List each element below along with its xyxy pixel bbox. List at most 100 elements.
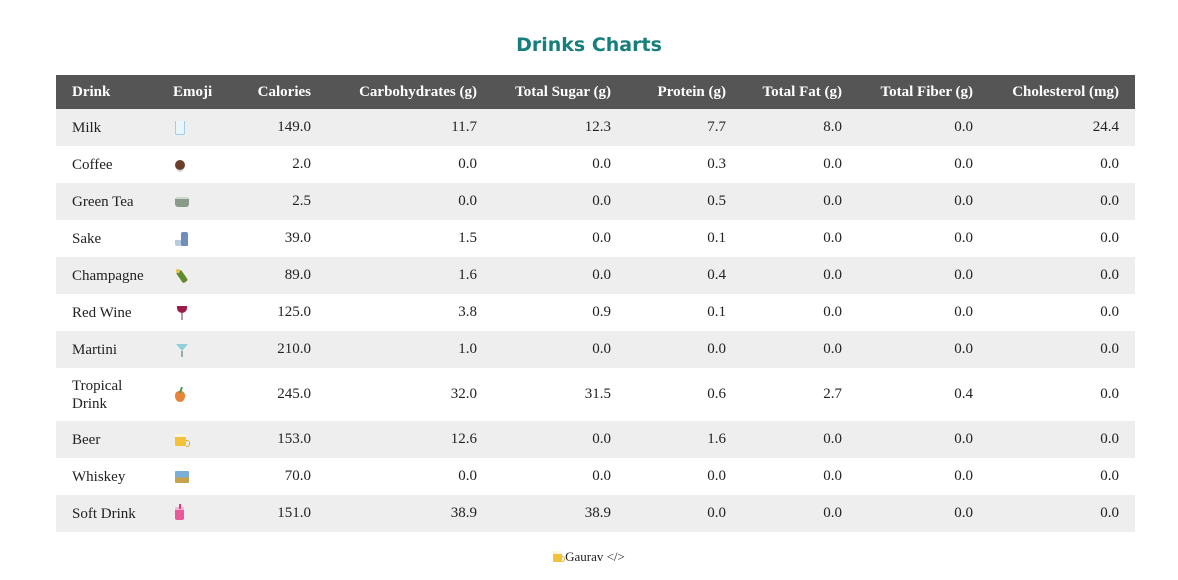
- protein-value: 0.0: [707, 468, 726, 484]
- total-fat-value: 0.0: [823, 468, 842, 484]
- total-sugar-value: 12.3: [584, 119, 611, 135]
- cholesterol-value: 0.0: [1100, 230, 1119, 246]
- drink-name: Green Tea: [72, 193, 134, 210]
- calories-value: 39.0: [284, 230, 311, 246]
- cholesterol-value: 0.0: [1100, 193, 1119, 209]
- header-total-fiber: Total Fiber (g): [880, 83, 974, 100]
- header-total-sugar: Total Sugar (g): [515, 83, 611, 100]
- total-sugar-value: 0.0: [592, 341, 611, 357]
- protein-value: 7.7: [707, 119, 726, 135]
- cholesterol-value: 0.0: [1100, 468, 1119, 484]
- drink-name: Coffee: [72, 156, 113, 173]
- total-fiber-value: 0.0: [954, 431, 973, 447]
- calories-value: 210.0: [277, 341, 311, 357]
- total-fiber-value: 0.4: [954, 386, 973, 402]
- total-sugar-value: 0.9: [592, 304, 611, 320]
- protein-value: 1.6: [707, 431, 726, 447]
- protein-value: 0.1: [707, 304, 726, 320]
- table-row: Tropical Drink 245.0 32.0 31.5 0.6 2.7 0…: [56, 368, 1135, 421]
- total-fiber-value: 0.0: [954, 156, 973, 172]
- drink-name: Martini: [72, 341, 117, 358]
- drink-name: Whiskey: [72, 468, 126, 485]
- total-fat-value: 0.0: [823, 156, 842, 172]
- wine-glass-icon: [175, 305, 189, 320]
- total-fiber-value: 0.0: [954, 119, 973, 135]
- carbohydrates-value: 1.6: [458, 267, 477, 283]
- total-fat-value: 0.0: [823, 267, 842, 283]
- drink-name: Tropical Drink: [72, 377, 123, 412]
- total-fat-value: 0.0: [823, 431, 842, 447]
- header-cholesterol: Cholesterol (mg): [1012, 83, 1119, 100]
- header-emoji: Emoji: [173, 83, 213, 100]
- sake-icon: [175, 231, 189, 246]
- drinks-table: Drink Emoji Calories Carbohydrates (g) T…: [56, 75, 1135, 532]
- table-header-row: Drink Emoji Calories Carbohydrates (g) T…: [56, 75, 1135, 109]
- total-sugar-value: 38.9: [584, 505, 611, 521]
- protein-value: 0.0: [707, 505, 726, 521]
- calories-value: 2.5: [292, 193, 311, 209]
- soft-drink-cup-icon: [175, 504, 184, 521]
- protein-value: 0.5: [707, 193, 726, 209]
- cholesterol-value: 0.0: [1100, 156, 1119, 172]
- carbohydrates-value: 38.9: [450, 505, 477, 521]
- header-calories: Calories: [257, 83, 311, 100]
- total-fat-value: 0.0: [823, 230, 842, 246]
- total-fiber-value: 0.0: [954, 230, 973, 246]
- total-fiber-value: 0.0: [954, 468, 973, 484]
- table-row: Red Wine 125.0 3.8 0.9 0.1 0.0 0.0 0.0: [56, 294, 1135, 331]
- total-sugar-value: 31.5: [584, 386, 611, 402]
- drink-name: Red Wine: [72, 304, 132, 321]
- header-total-fat: Total Fat (g): [762, 83, 842, 100]
- table-row: Whiskey 70.0 0.0 0.0 0.0 0.0 0.0 0.0: [56, 458, 1135, 495]
- total-fiber-value: 0.0: [954, 304, 973, 320]
- total-sugar-value: 0.0: [592, 468, 611, 484]
- total-fiber-value: 0.0: [954, 267, 973, 283]
- total-fat-value: 2.7: [823, 386, 842, 402]
- protein-value: 0.0: [707, 341, 726, 357]
- calories-value: 70.0: [284, 468, 311, 484]
- carbohydrates-value: 1.5: [458, 230, 477, 246]
- table-row: Sake 39.0 1.5 0.0 0.1 0.0 0.0 0.0: [56, 220, 1135, 257]
- total-fat-value: 0.0: [823, 341, 842, 357]
- milk-icon: [175, 120, 185, 135]
- total-sugar-value: 0.0: [592, 431, 611, 447]
- calories-value: 245.0: [277, 386, 311, 402]
- table-row: Martini 210.0 1.0 0.0 0.0 0.0 0.0 0.0: [56, 331, 1135, 368]
- coffee-icon: [175, 159, 185, 170]
- header-carbohydrates: Carbohydrates (g): [359, 83, 477, 100]
- carbohydrates-value: 0.0: [458, 156, 477, 172]
- header-protein: Protein (g): [657, 83, 726, 100]
- beer-mug-icon: [553, 551, 566, 562]
- cholesterol-value: 24.4: [1092, 119, 1119, 135]
- page-title: Drinks Charts: [516, 34, 662, 56]
- carbohydrates-value: 11.7: [451, 119, 477, 135]
- champagne-icon: [175, 268, 189, 283]
- protein-value: 0.4: [707, 267, 726, 283]
- total-fat-value: 0.0: [823, 505, 842, 521]
- total-sugar-value: 0.0: [592, 156, 611, 172]
- calories-value: 151.0: [277, 505, 311, 521]
- protein-value: 0.1: [707, 230, 726, 246]
- calories-value: 149.0: [277, 119, 311, 135]
- beer-mug-icon: [175, 433, 190, 447]
- calories-value: 89.0: [284, 267, 311, 283]
- total-sugar-value: 0.0: [592, 230, 611, 246]
- carbohydrates-value: 3.8: [458, 304, 477, 320]
- cholesterol-value: 0.0: [1100, 304, 1119, 320]
- table-row: Soft Drink 151.0 38.9 38.9 0.0 0.0 0.0 0…: [56, 495, 1135, 532]
- total-fat-value: 8.0: [823, 119, 842, 135]
- total-fat-value: 0.0: [823, 304, 842, 320]
- protein-value: 0.3: [707, 156, 726, 172]
- total-fiber-value: 0.0: [954, 341, 973, 357]
- footer: Gaurav </>: [0, 548, 1178, 566]
- total-sugar-value: 0.0: [592, 267, 611, 283]
- header-drink: Drink: [72, 83, 111, 100]
- calories-value: 125.0: [277, 304, 311, 320]
- total-fat-value: 0.0: [823, 193, 842, 209]
- footer-credit: Gaurav </>: [565, 549, 625, 564]
- cholesterol-value: 0.0: [1100, 431, 1119, 447]
- carbohydrates-value: 0.0: [458, 468, 477, 484]
- green-tea-icon: [175, 196, 189, 207]
- drink-name: Sake: [72, 230, 102, 247]
- table-row: Beer 153.0 12.6 0.0 1.6 0.0 0.0 0.0: [56, 421, 1135, 458]
